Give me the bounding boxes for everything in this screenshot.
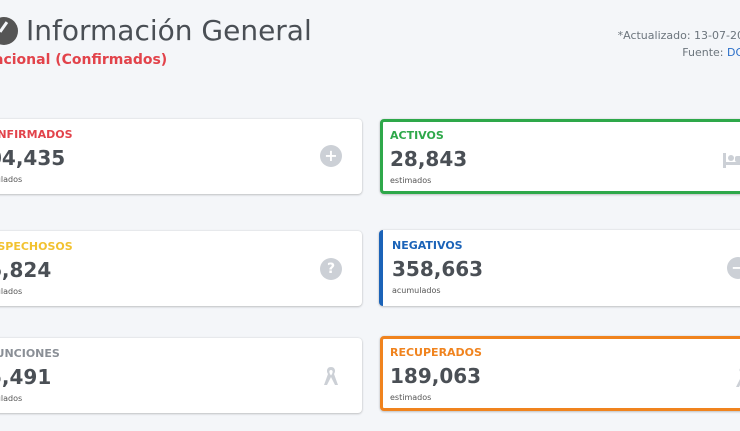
card-confirmados: ONFIRMADOS 04,435 mulados +: [0, 119, 362, 194]
card-activos: ACTIVOS 28,843 estimados: [380, 119, 740, 194]
card-subtext: acumulados: [392, 286, 441, 295]
update-info: *Actualizado: 13-07-20 Fuente: DG: [618, 27, 740, 61]
card-value: 04,435: [0, 146, 66, 170]
page-title: Información General: [26, 14, 312, 47]
plus-icon: +: [320, 145, 342, 167]
card-subtext: mulados: [0, 175, 23, 184]
page-header: Información General: [0, 14, 312, 47]
updated-date: *Actualizado: 13-07-20: [617, 29, 740, 42]
card-value: 5,491: [0, 365, 52, 389]
card-subtext: estimados: [390, 176, 432, 185]
walking-icon: [736, 368, 740, 387]
gauge-icon: [0, 16, 18, 45]
card-subtext: estimados: [390, 393, 432, 402]
card-negativos: NEGATIVOS 358,663 acumulados −: [379, 230, 740, 306]
card-sospechosos: OSPECHOSOS 6,824 mulados ?: [0, 231, 362, 306]
card-label: OSPECHOSOS: [0, 240, 73, 253]
card-value: 28,843: [390, 147, 468, 171]
minus-icon: −: [727, 257, 740, 279]
card-value: 189,063: [390, 364, 482, 388]
card-recuperados: RECUPERADOS 189,063 estimados: [380, 336, 740, 411]
bed-icon: [723, 153, 740, 168]
source-label: Fuente:: [682, 46, 724, 59]
card-label: ONFIRMADOS: [0, 128, 73, 141]
card-value: 6,824: [0, 258, 52, 282]
card-subtext: mulados: [0, 287, 23, 296]
ribbon-icon: [324, 367, 338, 385]
card-value: 358,663: [392, 257, 484, 281]
card-label: NEGATIVOS: [392, 239, 463, 252]
card-label: ACTIVOS: [390, 129, 444, 142]
card-defunciones: FUNCIONES 5,491 mulados: [0, 338, 362, 413]
question-icon: ?: [320, 258, 342, 280]
source-line: Fuente: DG: [618, 44, 740, 61]
source-link[interactable]: DG: [727, 46, 740, 59]
card-subtext: mulados: [0, 394, 23, 403]
card-label: RECUPERADOS: [390, 346, 482, 359]
card-label: FUNCIONES: [0, 347, 60, 360]
page-subtitle: acional (Confirmados): [0, 52, 168, 68]
